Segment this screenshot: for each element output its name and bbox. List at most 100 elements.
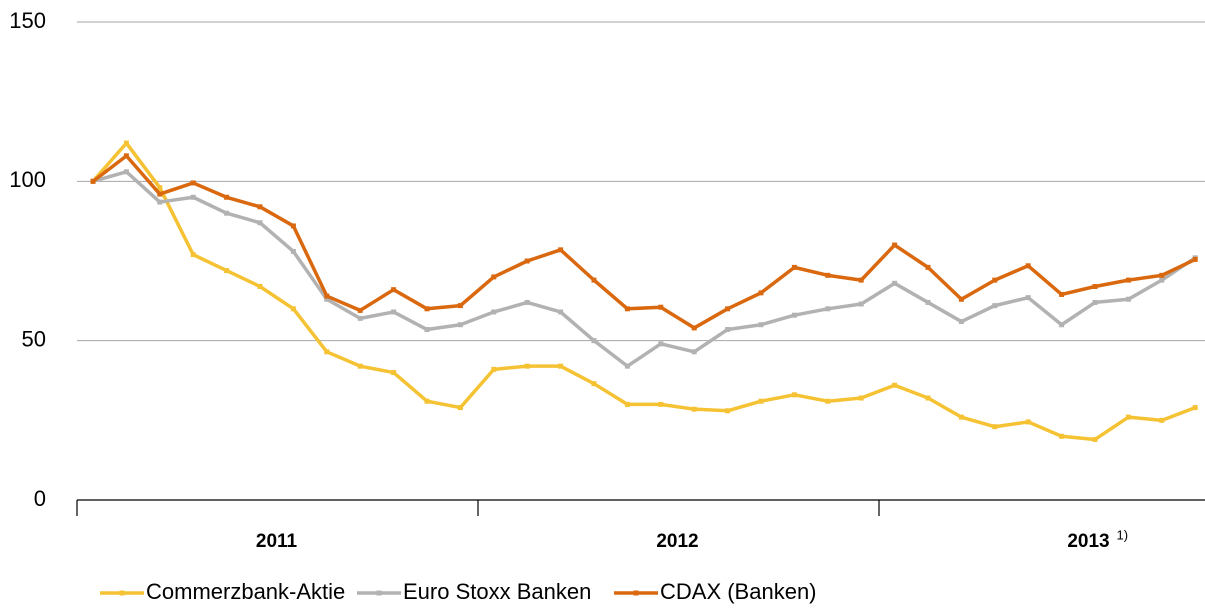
point-marker	[290, 248, 296, 254]
point-marker	[892, 382, 898, 388]
point-marker	[1092, 436, 1098, 442]
point-marker	[391, 370, 397, 376]
point-marker	[725, 408, 731, 414]
point-marker	[324, 349, 330, 355]
point-marker	[123, 140, 129, 146]
point-marker	[992, 424, 998, 430]
series-line	[91, 141, 1196, 442]
legend-marker	[633, 590, 639, 596]
point-marker	[624, 363, 630, 369]
point-marker	[691, 325, 697, 331]
point-marker	[758, 398, 764, 404]
point-marker	[1025, 419, 1031, 425]
x-group-label: 2011	[256, 531, 298, 552]
point-marker	[1092, 299, 1098, 305]
point-marker	[1192, 405, 1198, 411]
point-marker	[658, 401, 664, 407]
y-tick-label: 100	[9, 167, 46, 192]
point-marker	[925, 264, 931, 270]
y-tick-label: 150	[9, 8, 46, 33]
point-marker	[658, 304, 664, 310]
legend-label: Euro Stoxx Banken	[403, 579, 591, 604]
point-marker	[257, 204, 263, 210]
point-marker	[190, 252, 196, 258]
point-marker	[591, 381, 597, 387]
point-marker	[524, 299, 530, 305]
x-group-label: 2013	[1067, 531, 1109, 552]
point-marker	[424, 398, 430, 404]
point-marker	[992, 277, 998, 283]
point-marker	[825, 306, 831, 312]
point-marker	[391, 287, 397, 293]
point-marker	[558, 247, 564, 253]
legend-label: Commerzbank-Aktie	[146, 579, 345, 604]
point-marker	[1159, 277, 1165, 283]
point-marker	[1125, 414, 1131, 420]
point-marker	[324, 293, 330, 299]
point-marker	[1059, 322, 1065, 328]
point-marker	[1025, 263, 1031, 269]
legend-marker	[376, 590, 382, 596]
point-marker	[357, 307, 363, 313]
x-group-label: 2012	[656, 531, 698, 552]
point-marker	[157, 191, 163, 197]
series-line	[92, 170, 1197, 368]
point-marker	[1159, 417, 1165, 423]
point-marker	[591, 277, 597, 283]
point-marker	[591, 338, 597, 344]
point-marker	[691, 349, 697, 355]
point-marker	[1125, 296, 1131, 302]
point-marker	[190, 180, 196, 186]
point-marker	[658, 341, 664, 347]
point-marker	[1192, 256, 1198, 262]
point-marker	[224, 210, 230, 216]
y-tick-label: 50	[22, 326, 46, 351]
legend-marker	[119, 590, 125, 596]
point-marker	[624, 401, 630, 407]
point-marker	[290, 306, 296, 312]
point-marker	[691, 406, 697, 412]
point-marker	[524, 258, 530, 264]
point-marker	[1025, 295, 1031, 301]
point-marker	[558, 363, 564, 369]
point-marker	[725, 327, 731, 333]
point-marker	[491, 366, 497, 372]
point-marker	[1125, 277, 1131, 283]
point-marker	[157, 185, 163, 191]
point-marker	[892, 280, 898, 286]
point-marker	[791, 264, 797, 270]
point-marker	[958, 296, 964, 302]
point-marker	[224, 268, 230, 274]
point-marker	[925, 395, 931, 401]
point-marker	[257, 220, 263, 226]
point-marker	[257, 283, 263, 289]
point-marker	[892, 242, 898, 248]
point-marker	[190, 194, 196, 200]
point-marker	[324, 296, 330, 302]
point-marker	[457, 405, 463, 411]
point-marker	[624, 306, 630, 312]
point-marker	[925, 299, 931, 305]
point-marker	[424, 327, 430, 333]
point-marker	[858, 277, 864, 283]
series-line	[91, 154, 1196, 330]
legend-label: CDAX (Banken)	[660, 579, 817, 604]
point-marker	[123, 169, 129, 175]
point-marker	[758, 322, 764, 328]
y-tick-label: 0	[34, 486, 46, 511]
point-marker	[90, 178, 96, 184]
point-marker	[958, 414, 964, 420]
point-marker	[290, 223, 296, 229]
point-marker	[457, 303, 463, 309]
x-group-note: 1)	[1117, 527, 1129, 542]
point-marker	[791, 392, 797, 398]
point-marker	[858, 395, 864, 401]
point-marker	[491, 309, 497, 315]
point-marker	[123, 153, 129, 159]
point-marker	[357, 363, 363, 369]
point-marker	[424, 306, 430, 312]
point-marker	[825, 272, 831, 278]
point-marker	[558, 309, 564, 315]
point-marker	[725, 306, 731, 312]
